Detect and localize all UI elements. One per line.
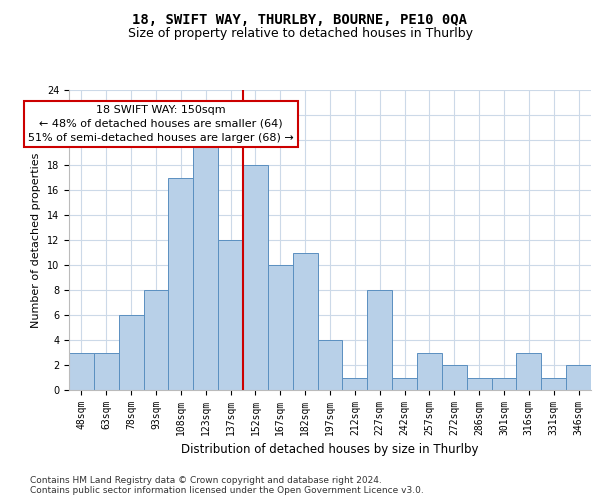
Y-axis label: Number of detached properties: Number of detached properties [31, 152, 41, 328]
Bar [467, 378, 491, 390]
Bar [94, 352, 119, 390]
Bar [243, 165, 268, 390]
Bar [566, 365, 591, 390]
Bar [293, 252, 317, 390]
Text: 18, SWIFT WAY, THURLBY, BOURNE, PE10 0QA: 18, SWIFT WAY, THURLBY, BOURNE, PE10 0QA [133, 12, 467, 26]
Text: 18 SWIFT WAY: 150sqm
← 48% of detached houses are smaller (64)
51% of semi-detac: 18 SWIFT WAY: 150sqm ← 48% of detached h… [28, 105, 294, 143]
Bar [69, 352, 94, 390]
Bar [491, 378, 517, 390]
Bar [218, 240, 243, 390]
Bar [392, 378, 417, 390]
Bar [417, 352, 442, 390]
Bar [517, 352, 541, 390]
Bar [317, 340, 343, 390]
Bar [343, 378, 367, 390]
Bar [442, 365, 467, 390]
Bar [143, 290, 169, 390]
Bar [541, 378, 566, 390]
Bar [268, 265, 293, 390]
X-axis label: Distribution of detached houses by size in Thurlby: Distribution of detached houses by size … [181, 444, 479, 456]
Bar [367, 290, 392, 390]
Text: Size of property relative to detached houses in Thurlby: Size of property relative to detached ho… [128, 28, 473, 40]
Text: Contains HM Land Registry data © Crown copyright and database right 2024.
Contai: Contains HM Land Registry data © Crown c… [30, 476, 424, 495]
Bar [119, 315, 143, 390]
Bar [169, 178, 193, 390]
Bar [193, 140, 218, 390]
